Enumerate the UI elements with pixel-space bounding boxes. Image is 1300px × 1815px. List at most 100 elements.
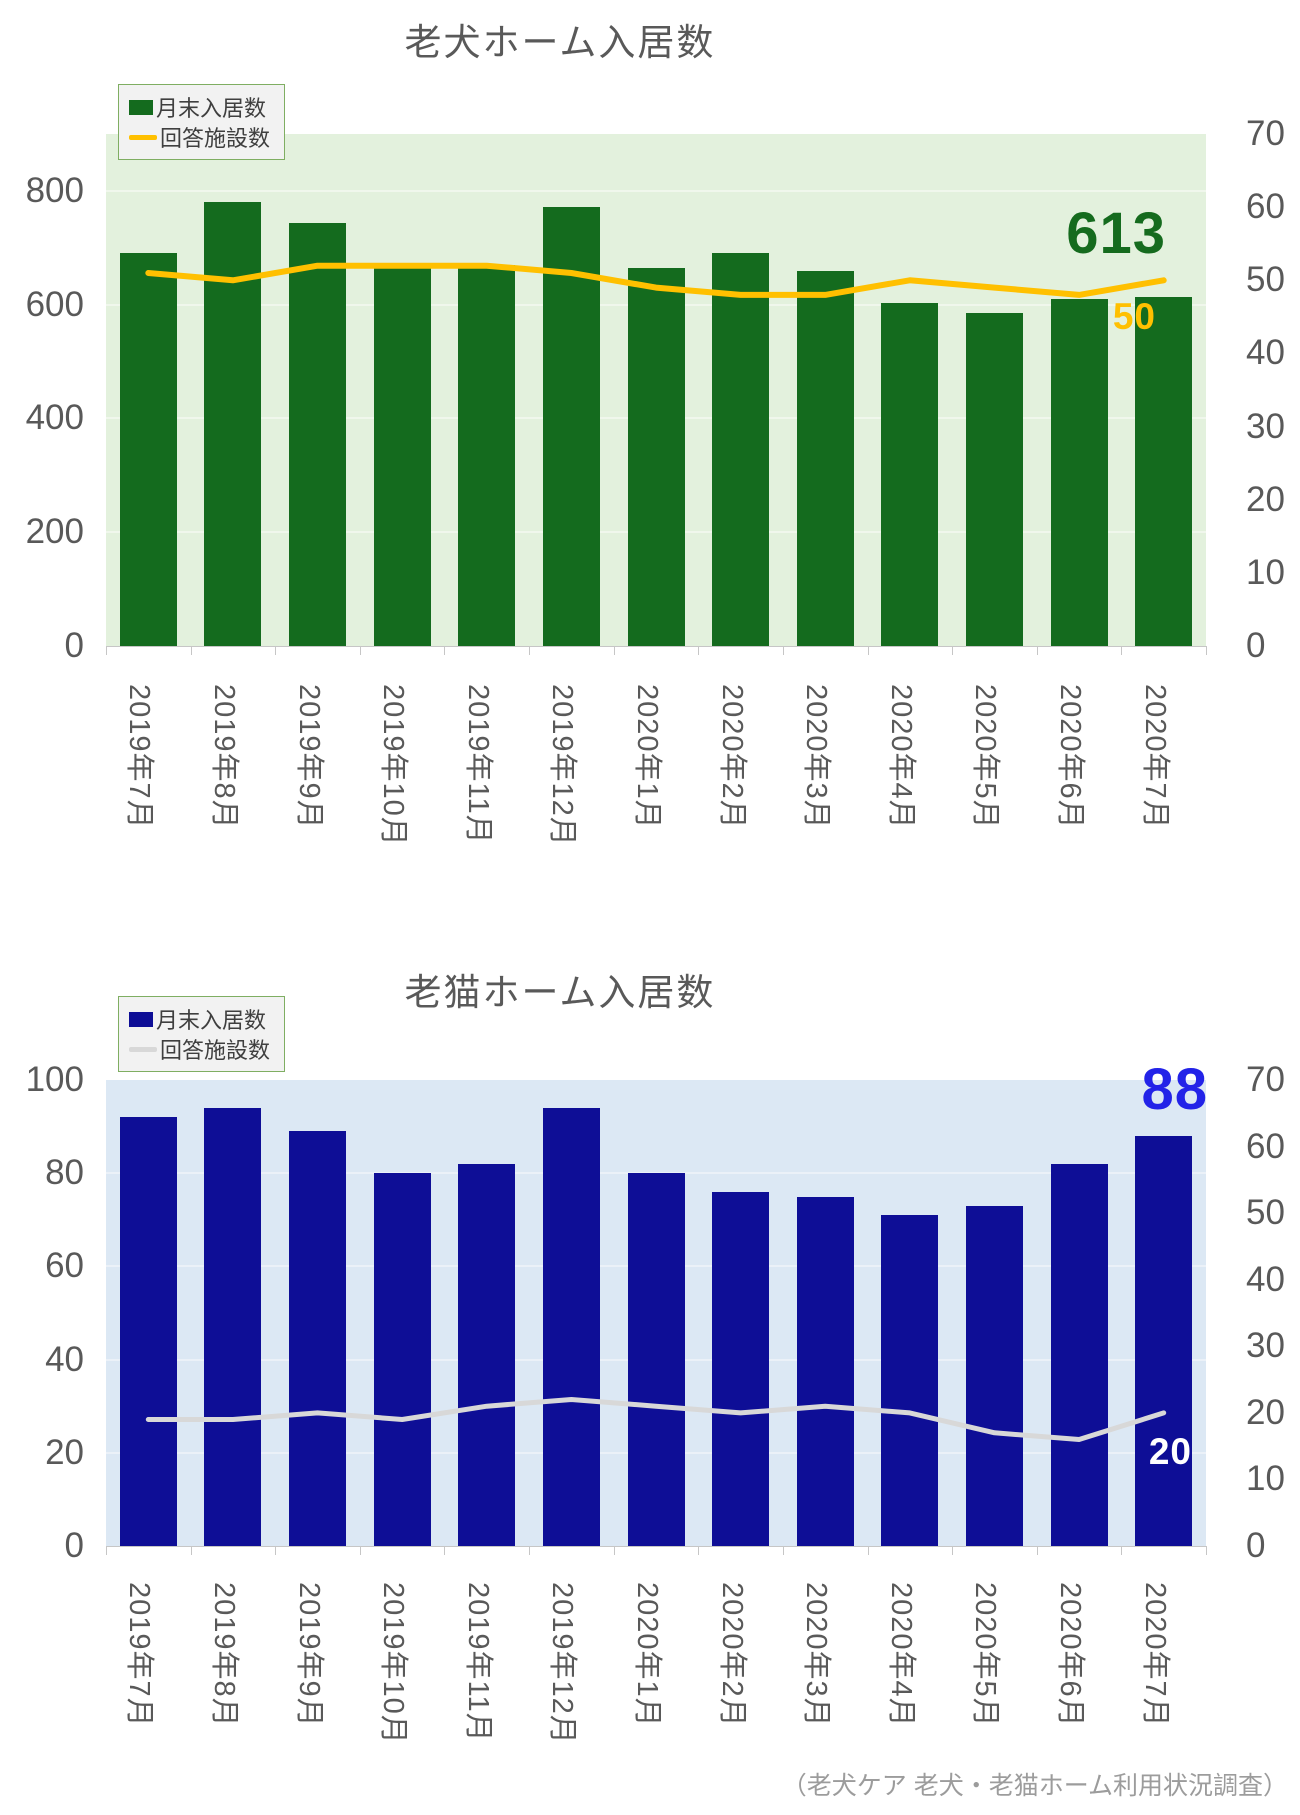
x-axis-label: 2020年3月 bbox=[800, 1582, 833, 1728]
right-axis-tick-label: 0 bbox=[1246, 1526, 1266, 1565]
x-axis-label: 2019年9月 bbox=[292, 684, 325, 830]
bar-2020年3月 bbox=[796, 1196, 854, 1546]
x-axis-label: 2020年6月 bbox=[1054, 1582, 1087, 1728]
x-axis-tick bbox=[275, 646, 277, 655]
right-axis-tick-label: 50 bbox=[1246, 1193, 1285, 1233]
right-axis-tick-label: 30 bbox=[1246, 406, 1285, 446]
legend-item-line: 回答施設数 bbox=[129, 1034, 270, 1064]
x-axis-label: 2020年1月 bbox=[631, 1582, 663, 1728]
left-axis-tick-label: 80 bbox=[45, 1153, 84, 1193]
x-axis-tick bbox=[275, 1546, 277, 1555]
x-axis-tick bbox=[613, 1546, 615, 1555]
bar-2020年5月 bbox=[965, 1205, 1023, 1546]
x-axis-tick bbox=[698, 646, 700, 655]
gridline bbox=[106, 1172, 1206, 1175]
bar-2020年1月 bbox=[627, 1173, 685, 1546]
left-axis-tick-label: 40 bbox=[45, 1339, 84, 1379]
x-axis-label: 2019年8月 bbox=[207, 684, 240, 830]
x-axis-tick bbox=[698, 1546, 700, 1555]
x-axis-tick bbox=[1121, 646, 1123, 655]
x-axis-label: 2019年9月 bbox=[292, 1582, 325, 1728]
line-series bbox=[145, 262, 1167, 298]
x-axis-label: 2019年12月 bbox=[546, 1582, 579, 1745]
x-axis-label: 2020年4月 bbox=[884, 684, 917, 830]
bar-2019年7月 bbox=[119, 253, 177, 646]
line-end-value: 20 bbox=[1148, 1430, 1192, 1472]
plot-area-cat bbox=[106, 1080, 1206, 1547]
x-axis-label: 2019年12月 bbox=[546, 684, 579, 847]
bar-2020年7月 bbox=[1135, 297, 1193, 646]
right-axis-tick-label: 20 bbox=[1246, 479, 1285, 519]
bar-2019年7月 bbox=[119, 1117, 177, 1546]
x-axis-tick bbox=[782, 646, 784, 655]
x-axis-tick bbox=[613, 646, 615, 655]
bar-2020年2月 bbox=[712, 253, 770, 646]
legend-dog: 月末入居数 回答施設数 bbox=[118, 84, 286, 160]
legend-line-label: 回答施設数 bbox=[160, 1038, 271, 1063]
x-axis-line bbox=[106, 646, 1206, 647]
right-axis-tick-label: 20 bbox=[1246, 1392, 1285, 1432]
x-axis-tick bbox=[1036, 646, 1038, 655]
x-axis-label: 2019年7月 bbox=[123, 1582, 156, 1728]
left-axis-tick-label: 60 bbox=[45, 1246, 84, 1286]
x-axis-label: 2020年5月 bbox=[969, 684, 1002, 830]
right-axis-tick-label: 0 bbox=[1246, 626, 1266, 665]
right-axis-tick-label: 40 bbox=[1246, 333, 1285, 373]
x-axis-tick bbox=[867, 646, 869, 655]
x-axis-tick bbox=[444, 646, 446, 655]
legend-cat: 月末入居数 回答施設数 bbox=[118, 996, 286, 1072]
x-axis-label: 2020年4月 bbox=[884, 1582, 917, 1728]
x-axis-label: 2020年6月 bbox=[1054, 684, 1087, 830]
right-axis-tick-label: 60 bbox=[1246, 187, 1285, 227]
bar-2020年6月 bbox=[1050, 1163, 1108, 1546]
line-swatch-icon bbox=[129, 134, 157, 140]
right-axis-tick-label: 50 bbox=[1246, 260, 1285, 300]
right-axis-tick-label: 70 bbox=[1246, 114, 1285, 153]
legend-bar-label: 月末入居数 bbox=[156, 96, 267, 121]
legend-item-bar: 月末入居数 bbox=[129, 1004, 270, 1034]
bar-2019年10月 bbox=[373, 1173, 431, 1546]
x-axis-tick bbox=[952, 646, 954, 655]
left-axis-tick-label: 200 bbox=[25, 512, 84, 552]
bar-2020年3月 bbox=[796, 270, 854, 646]
bar-end-value: 88 bbox=[1141, 1056, 1208, 1122]
x-axis-tick bbox=[106, 1546, 107, 1555]
right-axis-tick-label: 10 bbox=[1246, 552, 1285, 592]
left-axis-tick-label: 400 bbox=[25, 398, 84, 438]
x-axis-tick bbox=[867, 1546, 869, 1555]
left-axis-tick-label: 600 bbox=[25, 284, 84, 324]
bar-2019年11月 bbox=[458, 264, 516, 646]
x-axis-label: 2019年11月 bbox=[461, 1582, 494, 1743]
line-series bbox=[145, 1397, 1167, 1442]
bar-end-value: 613 bbox=[1066, 201, 1166, 267]
x-axis-tick bbox=[1206, 1546, 1207, 1555]
x-axis-label: 2020年1月 bbox=[631, 684, 663, 830]
left-axis-tick-label: 800 bbox=[25, 170, 84, 210]
legend-line-label: 回答施設数 bbox=[160, 126, 271, 151]
chart-title-cat: 老猫ホーム入居数 bbox=[404, 972, 716, 1013]
x-axis-tick bbox=[444, 1546, 446, 1555]
right-axis-tick-label: 10 bbox=[1246, 1459, 1285, 1499]
left-axis-tick-label: 100 bbox=[25, 1060, 84, 1099]
plot-area-dog bbox=[106, 134, 1206, 647]
right-axis-tick-label: 30 bbox=[1246, 1326, 1285, 1366]
x-axis-tick bbox=[190, 1546, 192, 1555]
legend-bar-label: 月末入居数 bbox=[156, 1008, 267, 1033]
bar-2019年8月 bbox=[204, 1107, 262, 1546]
bar-2019年12月 bbox=[542, 206, 600, 646]
x-axis-label: 2019年11月 bbox=[461, 684, 494, 845]
x-axis-tick bbox=[190, 646, 192, 655]
bar-2020年7月 bbox=[1135, 1135, 1193, 1546]
x-axis-label: 2020年2月 bbox=[715, 684, 748, 830]
left-axis-tick-label: 0 bbox=[64, 1526, 84, 1565]
x-axis-label: 2020年3月 bbox=[800, 684, 833, 830]
x-axis-label: 2020年5月 bbox=[969, 1582, 1002, 1728]
x-axis-label: 2019年10月 bbox=[377, 1582, 410, 1745]
bar-2020年4月 bbox=[881, 1215, 939, 1546]
bar-2019年12月 bbox=[542, 1107, 600, 1546]
x-axis-label: 2020年7月 bbox=[1138, 684, 1171, 830]
bar-2020年6月 bbox=[1050, 298, 1108, 646]
x-axis-tick bbox=[359, 646, 361, 655]
line-end-value: 50 bbox=[1112, 296, 1156, 338]
